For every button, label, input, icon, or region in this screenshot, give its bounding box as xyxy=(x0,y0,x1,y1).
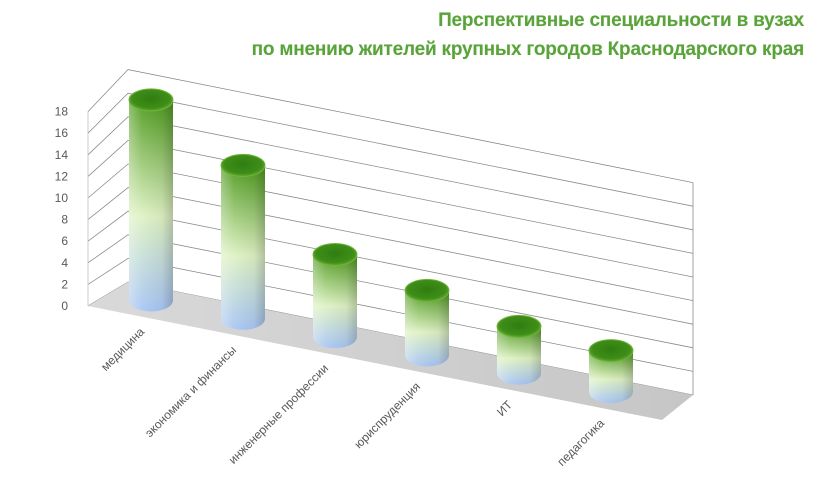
bar xyxy=(220,153,266,330)
y-tick-label: 8 xyxy=(61,213,68,227)
gridline xyxy=(87,163,694,278)
bar xyxy=(128,88,174,312)
x-tick-label: педагогика xyxy=(554,416,607,469)
y-tick-label: 10 xyxy=(55,191,69,205)
bar-top xyxy=(128,88,174,112)
y-tick-label: 16 xyxy=(55,126,69,140)
bar-shading xyxy=(589,350,633,403)
gridline xyxy=(87,92,694,207)
gridline xyxy=(87,234,694,349)
y-tick-label: 12 xyxy=(55,169,69,183)
bar-top xyxy=(496,314,542,338)
chart-title: Перспективные специальности в вузах по м… xyxy=(251,6,805,64)
y-tick-label: 2 xyxy=(61,277,68,291)
bar-shading xyxy=(221,165,265,330)
x-tick-label: инженерные профессии xyxy=(226,361,331,466)
y-tick-label: 18 xyxy=(55,105,69,119)
gridline xyxy=(87,139,694,254)
bar-top xyxy=(588,339,634,363)
bar xyxy=(404,278,450,367)
bar-shading xyxy=(405,290,449,367)
gridline xyxy=(87,116,694,231)
x-tick-label: юриспруденция xyxy=(351,380,423,452)
bar-top xyxy=(404,278,450,302)
bar-shading xyxy=(313,254,357,349)
y-tick-label: 6 xyxy=(61,234,68,248)
chart-title-line-1: Перспективные специальности в вузах xyxy=(438,10,804,31)
bar xyxy=(312,242,358,349)
gridline xyxy=(87,187,694,301)
bar-top xyxy=(312,242,358,266)
chart-title-line-2: по мнению жителей крупных городов Красно… xyxy=(251,39,805,60)
bar xyxy=(496,314,542,385)
gridline xyxy=(87,210,694,325)
bar xyxy=(588,339,634,403)
y-tick-label: 14 xyxy=(55,148,69,162)
x-tick-label: экономика и финансы xyxy=(142,343,239,440)
x-tick-label: ИТ xyxy=(494,397,516,419)
y-tick-label: 0 xyxy=(61,299,68,313)
y-tick-label: 4 xyxy=(61,256,68,270)
bar-shading xyxy=(129,99,173,312)
gridline xyxy=(87,69,694,183)
x-tick-label: медицина xyxy=(98,325,147,374)
bar-shading xyxy=(497,326,541,385)
bar-top xyxy=(220,153,266,177)
